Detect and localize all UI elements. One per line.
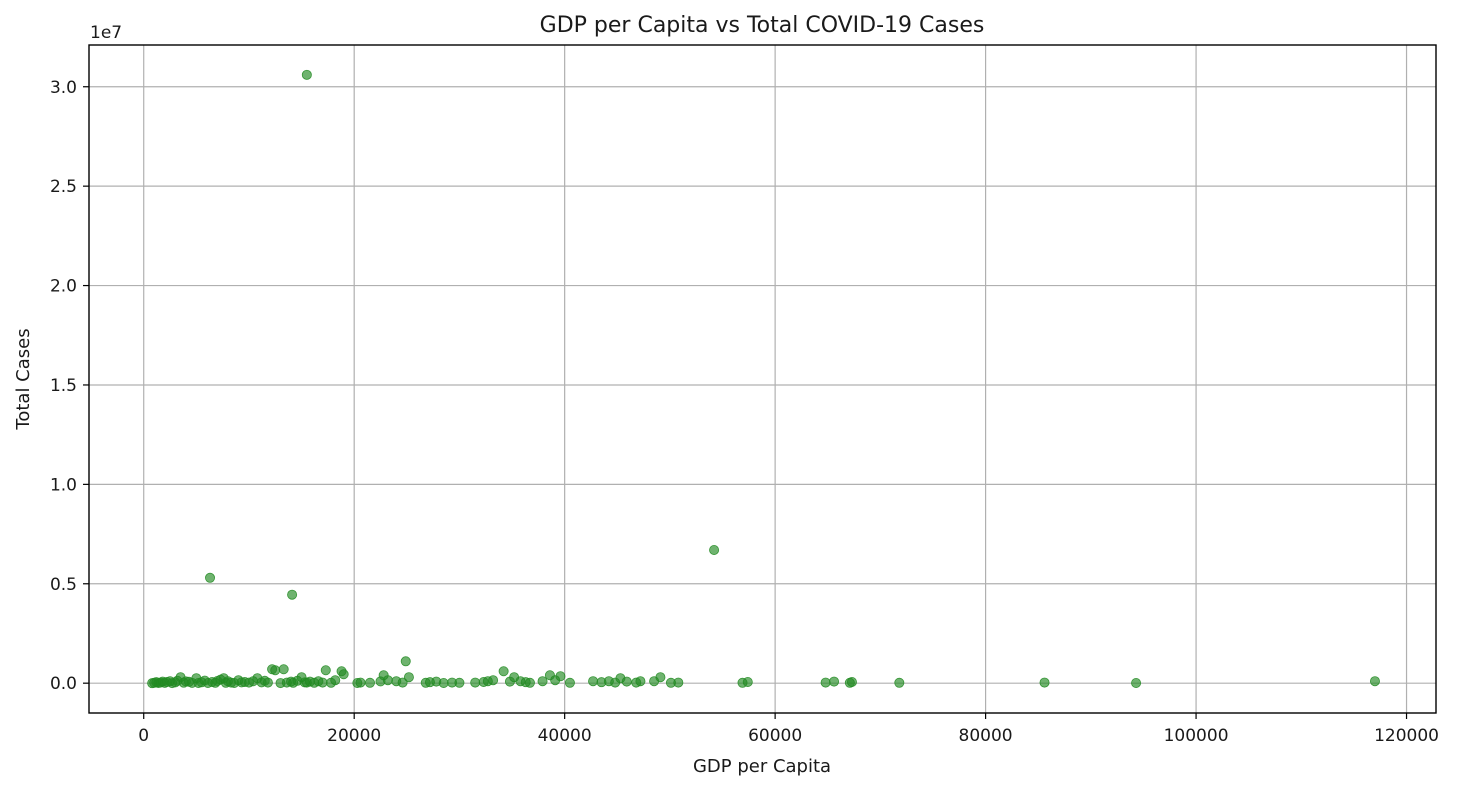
x-axis-label: GDP per Capita <box>693 756 831 777</box>
scatter-point <box>655 672 666 683</box>
scatter-point <box>400 656 411 667</box>
scatter-point <box>278 664 289 675</box>
plot-frame <box>88 44 1437 714</box>
scatter-point <box>403 672 414 683</box>
y-tick-label: 0.5 <box>50 575 77 595</box>
x-tick-label: 20000 <box>327 726 381 746</box>
scatter-point <box>1369 676 1380 687</box>
scatter-point <box>621 676 632 687</box>
y-tick-label: 2.0 <box>50 277 77 297</box>
scatter-point <box>564 677 575 688</box>
scatter-point <box>673 677 684 688</box>
scatter-point <box>588 676 599 687</box>
scatter-point <box>270 665 281 676</box>
grid-lines <box>89 45 1436 713</box>
scatter-point <box>709 544 720 555</box>
scatter-point <box>846 676 857 687</box>
scatter-point <box>364 677 375 688</box>
y-tick-label: 0.0 <box>50 674 77 694</box>
x-axis-ticks: 0 20000 40000 60000 80000 100000 120000 <box>138 713 1439 746</box>
scatter-point <box>470 677 481 688</box>
y-tick-label: 2.5 <box>50 177 77 197</box>
scatter-point <box>742 676 753 687</box>
y-axis-ticks: 0.0 0.5 1.0 1.5 2.0 2.5 3.0 <box>50 78 89 694</box>
scatter-point <box>317 677 328 688</box>
scatter-point <box>894 677 905 688</box>
scatter-point <box>1131 677 1142 688</box>
scatter-point <box>524 677 535 688</box>
x-tick-label: 40000 <box>538 726 592 746</box>
scatter-point <box>320 665 331 676</box>
scatter-point <box>355 677 366 688</box>
x-tick-label: 60000 <box>748 726 802 746</box>
scatter-point <box>488 675 499 686</box>
y-axis-label: Total Cases <box>13 328 34 430</box>
scatter-point <box>829 676 840 687</box>
scatter-point <box>338 669 349 680</box>
scatter-point <box>498 666 509 677</box>
scatter-point <box>1039 677 1050 688</box>
scatter-point <box>537 676 548 687</box>
scatter-point <box>438 677 449 688</box>
y-tick-label: 1.5 <box>50 376 77 396</box>
scatter-point <box>205 572 216 583</box>
data-points <box>147 69 1380 689</box>
scatter-point <box>820 677 831 688</box>
y-offset-label: 1e7 <box>90 23 122 43</box>
x-tick-label: 80000 <box>959 726 1013 746</box>
chart-title: GDP per Capita vs Total COVID-19 Cases <box>540 13 985 38</box>
y-tick-label: 3.0 <box>50 78 77 98</box>
scatter-point <box>262 677 273 688</box>
scatter-point <box>397 677 408 688</box>
scatter-point <box>301 69 312 80</box>
scatter-point <box>287 589 298 600</box>
x-tick-label: 0 <box>138 726 149 746</box>
scatter-point <box>454 677 465 688</box>
x-tick-label: 100000 <box>1164 726 1229 746</box>
scatter-point <box>382 675 393 686</box>
x-tick-label: 120000 <box>1374 726 1439 746</box>
scatter-point <box>330 675 341 686</box>
y-tick-label: 1.0 <box>50 475 77 495</box>
scatter-point <box>635 676 646 687</box>
scatter-point <box>555 671 566 682</box>
